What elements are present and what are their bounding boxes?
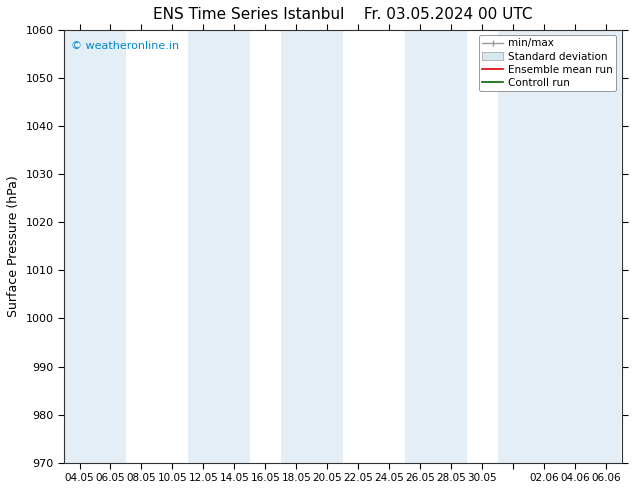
- Bar: [281, 30, 343, 463]
- Bar: [188, 30, 250, 463]
- Y-axis label: Surface Pressure (hPa): Surface Pressure (hPa): [7, 175, 20, 317]
- Bar: [64, 30, 126, 463]
- Title: ENS Time Series Istanbul    Fr. 03.05.2024 00 UTC: ENS Time Series Istanbul Fr. 03.05.2024 …: [153, 7, 533, 22]
- Bar: [560, 30, 621, 463]
- Bar: [498, 30, 560, 463]
- Bar: [404, 30, 467, 463]
- Legend: min/max, Standard deviation, Ensemble mean run, Controll run: min/max, Standard deviation, Ensemble me…: [479, 35, 616, 91]
- Text: © weatheronline.in: © weatheronline.in: [71, 41, 179, 51]
